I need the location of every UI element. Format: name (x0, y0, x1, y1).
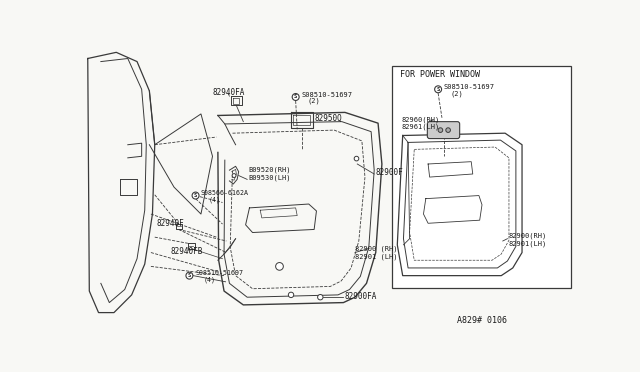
Text: 82940FB: 82940FB (170, 247, 202, 256)
Text: S08510-51697: S08510-51697 (196, 270, 244, 276)
Text: 82900(RH): 82900(RH) (509, 232, 547, 239)
Text: S08510-51697: S08510-51697 (301, 92, 352, 98)
Circle shape (192, 192, 199, 199)
FancyBboxPatch shape (428, 122, 460, 139)
Text: S08566-6162A: S08566-6162A (201, 190, 249, 196)
Text: (4): (4) (204, 276, 215, 283)
Text: S08510-51697: S08510-51697 (444, 84, 495, 90)
Text: B09520(RH): B09520(RH) (248, 167, 291, 173)
Text: 82961(LH): 82961(LH) (401, 124, 440, 130)
Circle shape (186, 272, 193, 279)
Circle shape (438, 128, 443, 132)
Text: 82900FA: 82900FA (345, 292, 378, 301)
Circle shape (446, 128, 451, 132)
Text: 82940F: 82940F (156, 219, 184, 228)
Circle shape (317, 295, 323, 300)
Text: (2): (2) (307, 97, 320, 104)
Text: S: S (436, 87, 440, 92)
Text: S: S (194, 193, 197, 198)
Circle shape (435, 86, 442, 93)
Text: 82900 (RH): 82900 (RH) (355, 246, 397, 252)
Circle shape (289, 292, 294, 298)
Text: S: S (294, 94, 298, 99)
Circle shape (292, 93, 299, 100)
Text: 82950Q: 82950Q (314, 114, 342, 123)
Text: 82901(LH): 82901(LH) (509, 240, 547, 247)
Text: 82900F: 82900F (376, 168, 403, 177)
Circle shape (232, 174, 236, 177)
Text: (2): (2) (451, 91, 463, 97)
Circle shape (276, 263, 284, 270)
Bar (392, 66, 570, 288)
Text: B09530(LH): B09530(LH) (248, 174, 291, 181)
Text: 82940FA: 82940FA (212, 88, 245, 97)
Text: (4): (4) (209, 197, 221, 203)
Text: 82901 (LH): 82901 (LH) (355, 253, 397, 260)
Text: S: S (188, 273, 191, 278)
Text: FOR POWER WINDOW: FOR POWER WINDOW (399, 70, 479, 79)
Text: A829# 0106: A829# 0106 (456, 316, 507, 325)
Circle shape (354, 156, 359, 161)
Text: 82960(RH): 82960(RH) (401, 116, 440, 123)
